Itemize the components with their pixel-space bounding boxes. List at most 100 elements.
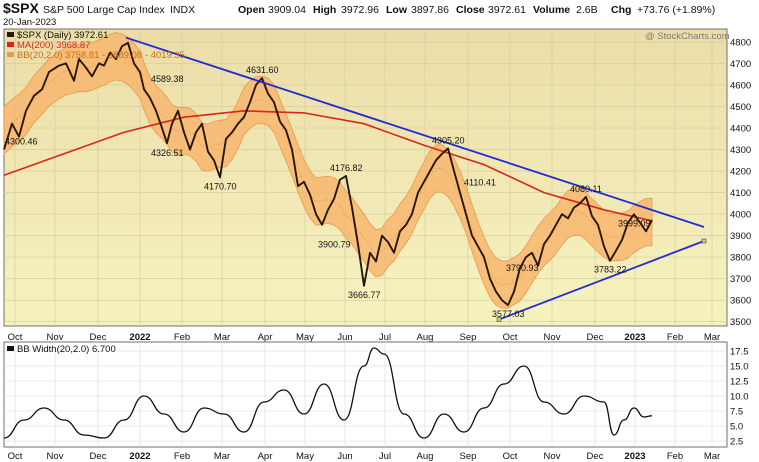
x-tick-label: Jun xyxy=(337,451,352,462)
x-tick-label: Feb xyxy=(174,332,190,343)
price-label: 4631.60 xyxy=(246,65,279,75)
y-tick-label: 3700 xyxy=(730,274,751,285)
y-tick-label: 4700 xyxy=(730,59,751,70)
price-label: 3999.09 xyxy=(618,218,651,228)
x-tick-label: 2022 xyxy=(129,451,150,462)
price-line xyxy=(3,41,653,307)
x-tick-label: 2023 xyxy=(624,451,645,462)
price-labels: 4300.46 4589.38 4631.60 4326.51 4170.70 4176.… xyxy=(5,65,651,319)
price-label: 4589.38 xyxy=(151,74,184,84)
x-tick-label: Apr xyxy=(258,332,273,343)
ohlc-low-label: Low xyxy=(386,4,408,16)
bbwidth-panel: 2.5 5.0 7.5 10.0 12.5 15.0 17.5 BB Width(20,2.… xyxy=(3,341,749,448)
bbwidth-x-axis: Oct Nov Dec 2022 Feb Mar Apr May Jun Jul Aug Sep Oct… xyxy=(8,451,721,462)
x-tick-label: Feb xyxy=(174,451,190,462)
x-tick-label: Dec xyxy=(587,451,604,462)
x-tick-label: Feb xyxy=(667,332,683,343)
price-label: 3900.79 xyxy=(318,239,351,249)
x-tick-label: Nov xyxy=(544,332,561,343)
bollinger-mid-line xyxy=(3,55,653,285)
price-label: 3577.03 xyxy=(492,309,525,319)
y-tick-label: 4100 xyxy=(730,188,751,199)
x-tick-label: Sep xyxy=(460,451,477,462)
legend-swatch-ma xyxy=(7,42,14,47)
chart-exchange: INDX xyxy=(170,4,195,16)
y-tick-label: 7.5 xyxy=(730,407,743,418)
y-tick-label: 3800 xyxy=(730,253,751,264)
bbwidth-panel-bg xyxy=(3,341,728,448)
y-tick-label: 4600 xyxy=(730,80,751,91)
volume-label: Volume xyxy=(533,4,570,16)
ohlc-open: 3909.04 xyxy=(268,4,306,16)
chart-legend: $SPX (Daily) 3972.61 MA(200) 3968.87 BB(… xyxy=(7,30,185,61)
x-tick-label: Dec xyxy=(587,332,604,343)
x-tick-label: Aug xyxy=(417,451,434,462)
legend-ma: MA(200) 3968.87 xyxy=(17,40,90,51)
legend-price: $SPX (Daily) 3972.61 xyxy=(17,30,108,41)
chart-name: S&P 500 Large Cap Index xyxy=(43,4,166,16)
trend-anchor-end xyxy=(701,238,707,244)
x-tick-label: Mar xyxy=(704,451,720,462)
y-tick-label: 3500 xyxy=(730,317,751,328)
ohlc-high-label: High xyxy=(313,4,336,16)
x-tick-label: Oct xyxy=(8,451,23,462)
y-tick-label: 4300 xyxy=(730,145,751,156)
bbwidth-line xyxy=(3,347,653,439)
price-label: 4176.82 xyxy=(330,163,363,173)
price-label: 4326.51 xyxy=(151,148,184,158)
volume-value: 2.6B xyxy=(576,4,598,16)
chg-label: Chg xyxy=(611,4,631,16)
x-tick-label: Mar xyxy=(704,332,720,343)
y-tick-label: 3600 xyxy=(730,296,751,307)
x-tick-label: Oct xyxy=(503,451,518,462)
ohlc-high: 3972.96 xyxy=(341,4,379,16)
x-tick-label: Mar xyxy=(214,451,230,462)
y-tick-label: 4200 xyxy=(730,167,751,178)
y-tick-label: 10.0 xyxy=(730,392,749,403)
y-tick-label: 4000 xyxy=(730,210,751,221)
x-tick-label: Aug xyxy=(417,332,434,343)
trend-anchor-start xyxy=(496,317,502,322)
ohlc-close: 3972.61 xyxy=(488,4,526,16)
y-tick-label: 3900 xyxy=(730,231,751,242)
price-label: 3666.77 xyxy=(348,290,381,300)
y-tick-label: 2.5 xyxy=(730,437,743,448)
y-tick-label: 4800 xyxy=(730,37,751,48)
x-tick-label: Dec xyxy=(90,332,107,343)
x-tick-label: Jun xyxy=(337,332,352,343)
ohlc-low: 3897.86 xyxy=(411,4,449,16)
x-tick-label: Feb xyxy=(667,451,683,462)
y-tick-label: 12.5 xyxy=(730,377,749,388)
chart-symbol: $SPX xyxy=(3,0,39,16)
trendline-down xyxy=(125,36,705,228)
y-tick-label: 17.5 xyxy=(730,347,749,358)
x-tick-label: Oct xyxy=(8,332,23,343)
x-tick-label: 2022 xyxy=(129,332,150,343)
main-y-axis: 3500 3600 3700 3800 3900 4000 4100 4200 4300 4400… xyxy=(730,37,751,328)
bollinger-band xyxy=(3,32,653,309)
x-tick-label: Jul xyxy=(379,451,391,462)
chg-value: +73.76 (+1.89%) xyxy=(637,4,715,16)
bbwidth-gridlines xyxy=(4,342,727,447)
bbwidth-y-axis: 2.5 5.0 7.5 10.0 12.5 15.0 17.5 xyxy=(730,347,749,448)
x-tick-label: May xyxy=(296,451,314,462)
trendline-up xyxy=(498,240,705,321)
y-tick-label: 15.0 xyxy=(730,362,749,373)
ohlc-open-label: Open xyxy=(238,4,265,16)
price-label: 4170.70 xyxy=(204,181,237,191)
legend-swatch-price xyxy=(7,32,14,37)
x-tick-label: Nov xyxy=(47,332,64,343)
main-x-axis: Oct Nov Dec 2022 Feb Mar Apr May Jun Jul Aug Sep Oct… xyxy=(8,332,721,343)
price-label: 4300.46 xyxy=(5,136,38,146)
y-tick-label: 5.0 xyxy=(730,422,743,433)
ohlc-close-label: Close xyxy=(456,4,485,16)
x-tick-label: Jul xyxy=(379,332,391,343)
legend-bb: BB(20,2.0) 3758.81 - 3889.08 - 4019.35 xyxy=(17,50,185,61)
y-tick-label: 4400 xyxy=(730,124,751,135)
main-panel: 3500 3600 3700 3800 3900 4000 4100 4200 4300 4400… xyxy=(3,28,751,328)
price-label: 4110.41 xyxy=(464,177,496,187)
x-tick-label: Sep xyxy=(460,332,477,343)
x-tick-label: Mar xyxy=(214,332,230,343)
x-tick-label: 2023 xyxy=(624,332,645,343)
